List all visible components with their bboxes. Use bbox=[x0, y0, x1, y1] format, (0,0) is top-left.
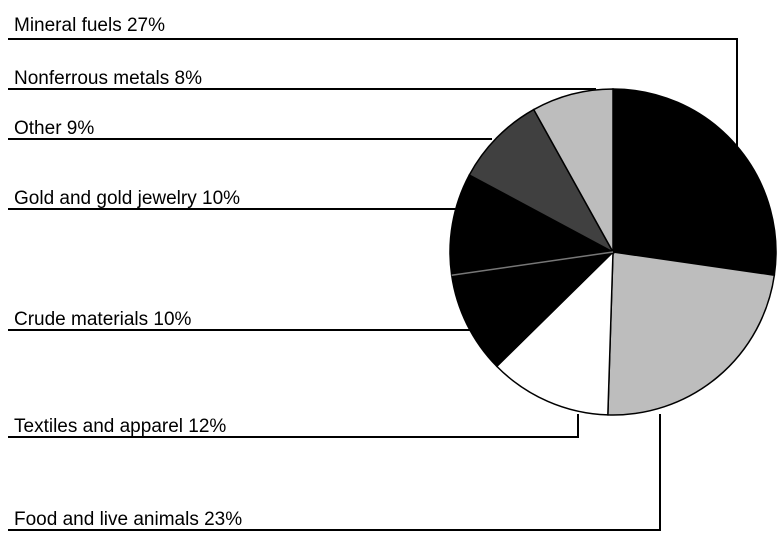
leader-lines bbox=[8, 38, 738, 531]
pie-slice-crude-materials bbox=[450, 250, 616, 368]
leader-line-food bbox=[8, 414, 661, 531]
pie-slice-mineral-fuels bbox=[612, 88, 777, 277]
leader-line-textiles bbox=[8, 414, 579, 438]
label-food: Food and live animals 23% bbox=[14, 509, 242, 530]
pie-slice-nonferrous-metals bbox=[532, 88, 614, 255]
pie-slice-other bbox=[468, 108, 615, 254]
slice-separator-0 bbox=[451, 251, 614, 276]
label-crude-materials: Crude materials 10% bbox=[14, 309, 192, 330]
label-other: Other 9% bbox=[14, 118, 94, 139]
pie-slice-food-and-live-animals bbox=[607, 251, 776, 416]
pie-slice-gold-and-gold-jewelry bbox=[449, 174, 616, 277]
label-mineral-fuels: Mineral fuels 27% bbox=[14, 15, 165, 36]
pie-slices bbox=[449, 88, 777, 416]
pie-slice-textiles-and-apparel bbox=[495, 250, 614, 416]
label-gold: Gold and gold jewelry 10% bbox=[14, 188, 240, 209]
label-nonferrous-metals: Nonferrous metals 8% bbox=[14, 68, 202, 89]
label-textiles: Textiles and apparel 12% bbox=[14, 416, 226, 437]
leader-line-mineral-fuels bbox=[8, 38, 738, 168]
